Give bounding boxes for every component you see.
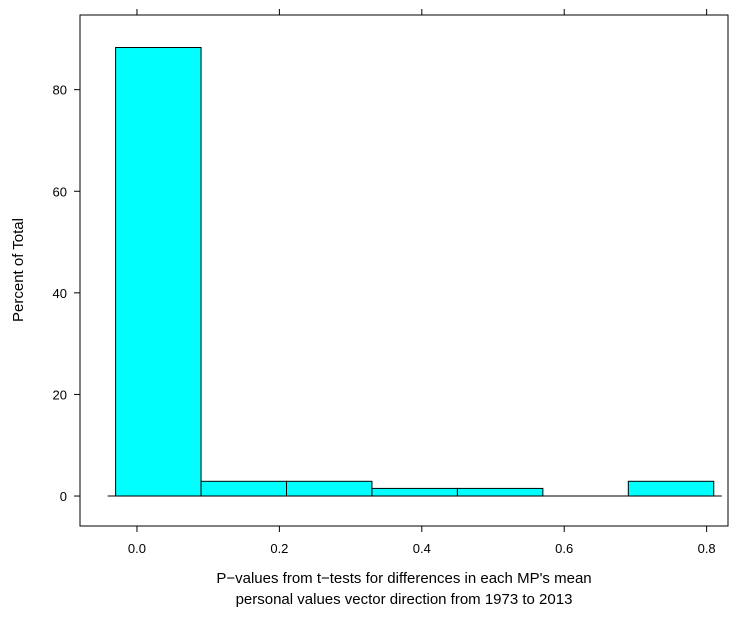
histogram-bar xyxy=(200,480,288,497)
histogram-bar xyxy=(456,487,544,497)
y-tick-label: 20 xyxy=(53,387,67,402)
y-axis-ticks: 0 20 40 60 80 xyxy=(53,83,80,504)
y-tick-label: 60 xyxy=(53,184,67,199)
x-axis-title-line-2: personal values vector direction from 19… xyxy=(236,591,573,608)
x-tick-label: 0.8 xyxy=(698,541,716,556)
histogram-bar xyxy=(371,487,458,497)
x-axis-title-line-1: P−values from t−tests for differences in… xyxy=(216,570,591,587)
x-axis-ticks: 0.0 0.2 0.4 0.6 0.8 xyxy=(128,9,716,556)
bars-group xyxy=(115,47,715,497)
plot-frame xyxy=(79,14,729,527)
histogram-bar xyxy=(286,480,373,497)
y-tick-label: 40 xyxy=(53,286,67,301)
y-tick-label: 80 xyxy=(53,83,67,98)
x-tick-label: 0.6 xyxy=(555,541,573,556)
x-tick-label: 0.0 xyxy=(128,541,146,556)
histogram-bar xyxy=(627,480,715,497)
x-tick-label: 0.4 xyxy=(413,541,431,556)
histogram-bar xyxy=(115,47,202,497)
y-tick-label: 0 xyxy=(60,489,67,504)
x-tick-label: 0.2 xyxy=(270,541,288,556)
y-axis-title: Percent of Total xyxy=(10,218,27,322)
